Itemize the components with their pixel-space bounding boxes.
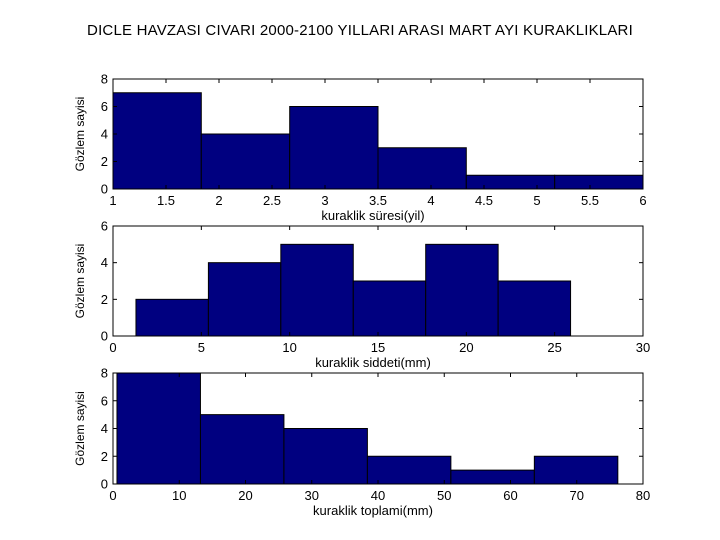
- histogram-bar: [554, 174, 644, 190]
- y-tick-label: 0: [101, 182, 108, 197]
- x-tick-label: 30: [305, 488, 319, 503]
- x-tick-label: 5: [198, 340, 205, 355]
- x-tick-label: 10: [282, 340, 296, 355]
- y-tick-label: 2: [101, 154, 108, 169]
- y-tick-label: 6: [101, 219, 108, 234]
- x-tick-label: 6: [639, 193, 646, 208]
- x-tick-label: 5: [533, 193, 540, 208]
- y-tick-label: 6: [101, 99, 108, 114]
- x-axis-label: kuraklik siddeti(mm): [315, 355, 431, 370]
- y-tick-label: 0: [101, 477, 108, 492]
- x-tick-label: 10: [172, 488, 186, 503]
- y-tick-label: 0: [101, 329, 108, 344]
- y-tick-label: 2: [101, 292, 108, 307]
- x-tick-label: 70: [570, 488, 584, 503]
- histogram-bar: [280, 243, 354, 337]
- x-tick-label: 15: [371, 340, 385, 355]
- x-tick-label: 1: [109, 193, 116, 208]
- x-tick-label: 1.5: [157, 193, 175, 208]
- histogram-bar: [497, 280, 572, 337]
- y-tick-label: 4: [101, 255, 108, 270]
- y-axis-label: Gözlem sayisi: [73, 244, 87, 319]
- y-axis-label: Gözlem sayisi: [73, 97, 87, 172]
- x-tick-label: 0: [109, 488, 116, 503]
- histogram-bar: [135, 298, 209, 337]
- x-tick-label: 4.5: [475, 193, 493, 208]
- histogram-bar: [352, 280, 427, 337]
- histogram-bar: [533, 455, 619, 485]
- x-tick-label: 0: [109, 340, 116, 355]
- y-tick-label: 8: [101, 366, 108, 381]
- y-tick-label: 8: [101, 72, 108, 87]
- x-tick-label: 25: [547, 340, 561, 355]
- histogram-bar: [450, 469, 535, 485]
- x-tick-label: 3.5: [369, 193, 387, 208]
- histogram-bar: [366, 455, 452, 485]
- y-tick-label: 2: [101, 449, 108, 464]
- x-tick-label: 20: [238, 488, 252, 503]
- y-axis-label: Gözlem sayisi: [73, 391, 87, 466]
- histogram-bar: [207, 262, 282, 337]
- y-tick-label: 4: [101, 127, 108, 142]
- x-axis-label: kuraklik süresi(yil): [321, 208, 424, 223]
- x-tick-label: 80: [636, 488, 650, 503]
- x-tick-label: 2.5: [263, 193, 281, 208]
- histogram-bar: [289, 106, 379, 190]
- y-tick-label: 4: [101, 421, 108, 436]
- histogram-bar: [425, 243, 499, 337]
- x-tick-label: 3: [321, 193, 328, 208]
- x-tick-label: 60: [503, 488, 517, 503]
- x-tick-label: 2: [215, 193, 222, 208]
- histogram-bar: [283, 428, 368, 485]
- x-tick-label: 4: [427, 193, 434, 208]
- histogram-bar: [112, 92, 202, 190]
- histogram-bar: [199, 414, 285, 485]
- page-title: DICLE HAVZASI CIVARI 2000-2100 YILLARI A…: [87, 22, 633, 39]
- histogram-bar: [200, 133, 291, 190]
- histogram-bar: [377, 147, 467, 190]
- x-tick-label: 40: [371, 488, 385, 503]
- histogram-bar: [465, 174, 556, 190]
- x-axis-label: kuraklik toplami(mm): [313, 503, 433, 518]
- x-tick-label: 5.5: [581, 193, 599, 208]
- x-tick-label: 20: [459, 340, 473, 355]
- x-tick-label: 50: [437, 488, 451, 503]
- y-tick-label: 6: [101, 393, 108, 408]
- histogram-bar: [116, 372, 201, 485]
- x-tick-label: 30: [636, 340, 650, 355]
